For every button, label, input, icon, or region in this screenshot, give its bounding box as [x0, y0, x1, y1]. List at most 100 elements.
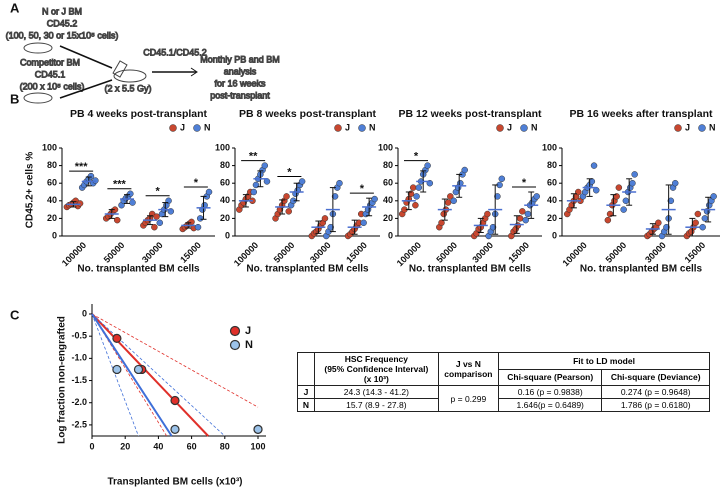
- table-cell: 0.274 (p = 0.9648): [601, 385, 710, 399]
- data-point: [112, 333, 122, 343]
- data-point: [622, 197, 630, 205]
- x-axis-title: No. transplanted BM cells: [77, 264, 200, 275]
- y-tick-label: -1.0: [71, 353, 87, 363]
- data-point: [631, 171, 638, 178]
- x-axis-title: No. transplanted BM cells: [409, 264, 532, 275]
- data-point: [424, 162, 431, 169]
- data-point: [133, 364, 144, 375]
- data-point: [113, 216, 121, 224]
- data-point: [413, 193, 420, 200]
- data-point: [112, 364, 122, 375]
- data-point: [409, 184, 417, 191]
- fit-line: [91, 313, 209, 437]
- data-point: [412, 201, 419, 209]
- y-tick-label: 80: [383, 160, 393, 170]
- data-point: [701, 215, 709, 222]
- data-point: [298, 178, 306, 185]
- ci-line: [91, 313, 226, 437]
- x-tick-label: 15000: [178, 240, 203, 265]
- legend-marker: [193, 124, 201, 132]
- data-point: [663, 223, 670, 231]
- ci-line: [91, 313, 259, 408]
- data-point: [629, 179, 636, 187]
- y-tick-label: 60: [547, 178, 557, 188]
- data-point: [494, 193, 501, 200]
- recipient-text: CD45.1/CD45.2: [143, 47, 207, 57]
- data-point: [360, 219, 367, 227]
- data-point: [170, 395, 180, 406]
- table-cell: p = 0.299: [437, 385, 500, 412]
- mouse-icon: [23, 42, 53, 54]
- table-cell: J: [297, 385, 315, 399]
- header-line: J vs N: [455, 359, 481, 369]
- data-point: [336, 179, 343, 187]
- analysis-text: analysis: [224, 66, 257, 76]
- data-point: [514, 222, 522, 229]
- x-tick-label: 60: [187, 441, 197, 451]
- data-point: [522, 216, 529, 224]
- legend-label: J: [345, 122, 350, 132]
- data-point: [604, 216, 612, 224]
- panel-label: A: [10, 0, 20, 15]
- data-point: [461, 166, 468, 174]
- y-tick-label: -0.5: [71, 331, 87, 341]
- data-point: [127, 190, 134, 198]
- data-point: [205, 188, 213, 196]
- legend-marker: [674, 124, 682, 132]
- table-header: Chi-square (Pearson): [498, 368, 603, 386]
- data-point: [450, 197, 457, 205]
- significance-label: *: [155, 186, 160, 198]
- y-tick-label: 80: [220, 160, 230, 170]
- header-line: comparison: [444, 369, 493, 379]
- significance-label: *: [194, 177, 199, 189]
- data-point: [447, 193, 454, 200]
- data-point: [253, 424, 263, 434]
- legend-label: N: [204, 122, 211, 132]
- y-tick-label: 20: [547, 213, 557, 223]
- data-point: [692, 219, 699, 227]
- y-tick-label: 0: [388, 230, 393, 240]
- data-point: [194, 223, 202, 231]
- data-point: [667, 197, 675, 205]
- chart-title: PB 12 weeks post-transplant: [399, 108, 542, 120]
- data-point: [285, 208, 292, 215]
- data-point: [498, 175, 506, 183]
- competitor-text: CD45.1: [35, 69, 66, 79]
- y-tick-label: 100: [42, 142, 57, 152]
- x-tick-label: 30000: [470, 240, 495, 265]
- x-tick-label: 15000: [506, 240, 531, 265]
- data-point: [444, 199, 452, 206]
- table-cell: 24.3 (14.3 - 41.2): [314, 385, 439, 399]
- legend-label: J: [245, 325, 251, 337]
- data-point: [129, 199, 136, 206]
- legend-marker: [520, 124, 528, 132]
- y-tick-label: 80: [47, 160, 57, 170]
- data-point: [151, 223, 158, 231]
- x-tick-label: 30000: [643, 240, 668, 265]
- fit-line: [91, 313, 173, 437]
- competitor-text: (200 x 10⁵ cells): [20, 81, 85, 91]
- data-point: [283, 193, 290, 200]
- legend-label: J: [507, 122, 512, 132]
- x-axis-title: No. transplanted BM cells: [580, 264, 703, 275]
- data-point: [438, 219, 445, 227]
- data-point: [524, 210, 532, 218]
- data-point: [196, 215, 204, 222]
- irradiation-text: (2 x 5.5 Gy): [104, 83, 151, 93]
- significance-label: *: [360, 183, 365, 195]
- y-tick-label: 40: [47, 195, 57, 205]
- data-point: [655, 219, 662, 227]
- y-tick-label: 60: [47, 178, 57, 188]
- data-point: [533, 193, 540, 200]
- donor-text: N or J BM: [42, 6, 82, 16]
- data-point: [331, 193, 339, 200]
- table-cell: N: [297, 398, 315, 412]
- x-tick-label: 50000: [434, 240, 459, 265]
- data-point: [672, 179, 679, 187]
- data-point: [261, 162, 269, 169]
- data-point: [170, 424, 180, 434]
- y-tick-label: 20: [47, 213, 57, 223]
- y-tick-label: 0: [225, 230, 230, 240]
